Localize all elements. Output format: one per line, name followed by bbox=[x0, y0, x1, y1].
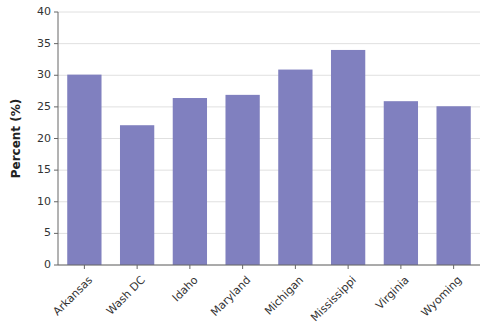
x-tick-label: Mississippi bbox=[308, 274, 359, 325]
grid-line bbox=[58, 265, 480, 266]
y-tick-label: 35 bbox=[37, 37, 51, 50]
chart-svg: 0 5 10 15 20 25 30 35 40 ArkansasWash DC IdahoMary… bbox=[0, 0, 494, 331]
bar bbox=[120, 125, 154, 265]
y-tick bbox=[54, 138, 58, 139]
y-tick-label: 0 bbox=[44, 258, 51, 271]
y-tick bbox=[54, 106, 58, 107]
bar bbox=[384, 101, 418, 265]
x-tick-label: Maryland bbox=[208, 274, 253, 319]
bar bbox=[67, 75, 101, 265]
x-tick-label: Wash DC bbox=[104, 273, 148, 317]
grid-line bbox=[58, 12, 480, 13]
y-tick bbox=[54, 265, 58, 266]
x-tick bbox=[137, 265, 138, 269]
y-axis-line bbox=[58, 12, 59, 265]
y-tick bbox=[54, 12, 58, 13]
x-tick bbox=[348, 265, 349, 269]
bar bbox=[436, 106, 470, 265]
y-axis: 0 5 10 15 20 25 30 35 40 bbox=[37, 5, 58, 271]
bar bbox=[331, 50, 365, 265]
x-tick bbox=[84, 265, 85, 269]
y-tick-label: 15 bbox=[37, 163, 51, 176]
x-tick-label: Arkansas bbox=[51, 273, 96, 318]
chart-container: 0 5 10 15 20 25 30 35 40 ArkansasWash DC IdahoMary… bbox=[0, 0, 494, 331]
y-axis-label: Percent (%) bbox=[9, 99, 23, 179]
y-tick-label: 40 bbox=[37, 5, 51, 18]
x-tick bbox=[189, 265, 190, 269]
bar bbox=[173, 98, 207, 265]
y-tick-label: 20 bbox=[37, 132, 51, 145]
grid-line bbox=[58, 75, 480, 76]
x-tick bbox=[242, 265, 243, 269]
y-tick bbox=[54, 43, 58, 44]
bar bbox=[225, 95, 259, 265]
bar bbox=[278, 70, 312, 265]
x-axis: ArkansasWash DC IdahoMarylandMichiganMiss… bbox=[51, 265, 465, 324]
y-tick-label: 25 bbox=[37, 100, 51, 113]
grid bbox=[58, 12, 480, 265]
y-tick bbox=[54, 233, 58, 234]
x-axis-line bbox=[58, 265, 480, 266]
x-tick bbox=[453, 265, 454, 269]
x-tick-label: Virginia bbox=[373, 274, 412, 313]
bars bbox=[67, 50, 471, 265]
x-tick-label: Wyoming bbox=[419, 274, 465, 320]
y-tick bbox=[54, 170, 58, 171]
grid-line bbox=[58, 43, 480, 44]
y-tick-label: 10 bbox=[37, 195, 51, 208]
y-tick-label: 30 bbox=[37, 68, 51, 81]
y-tick-label: 5 bbox=[44, 226, 51, 239]
x-tick-label: Michigan bbox=[262, 274, 306, 318]
x-tick bbox=[400, 265, 401, 269]
x-tick-label: Idaho bbox=[170, 273, 201, 304]
y-tick bbox=[54, 201, 58, 202]
x-tick bbox=[295, 265, 296, 269]
y-tick bbox=[54, 75, 58, 76]
